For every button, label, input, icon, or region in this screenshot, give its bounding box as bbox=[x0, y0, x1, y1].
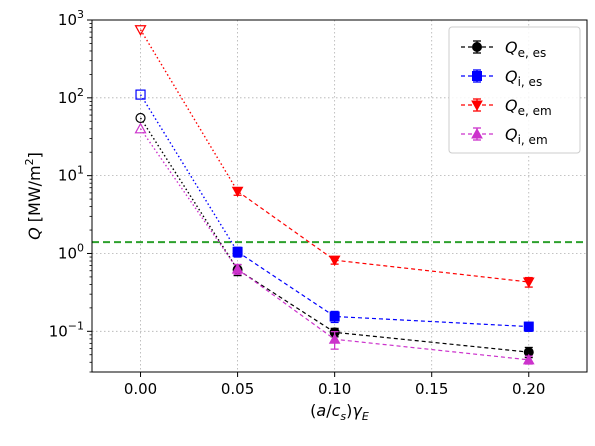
series-i--em bbox=[134, 122, 535, 365]
legend-item: Qe, em bbox=[461, 96, 552, 118]
data-point bbox=[522, 353, 535, 365]
y-axis-label: Q [MW/m2] bbox=[23, 152, 44, 240]
series-dotted-segment bbox=[139, 29, 239, 192]
data-point bbox=[231, 186, 244, 198]
legend-item: Qi, es bbox=[461, 67, 542, 89]
x-tick-label: 0.15 bbox=[415, 380, 448, 398]
series-i--es bbox=[135, 89, 534, 332]
data-point bbox=[328, 255, 341, 267]
x-tick-label: 0.10 bbox=[318, 380, 351, 398]
legend-item: Qe, es bbox=[461, 38, 546, 60]
x-tick-label: 0.00 bbox=[124, 380, 157, 398]
legend-label: Qe, es bbox=[505, 38, 546, 60]
data-point bbox=[135, 89, 146, 100]
data-point bbox=[232, 246, 243, 257]
legend-marker bbox=[471, 100, 483, 112]
legend-marker bbox=[472, 71, 482, 81]
legend-marker bbox=[472, 42, 482, 52]
legend-item: Qi, em bbox=[461, 125, 548, 147]
y-tick-label: 102 bbox=[58, 86, 84, 107]
data-point bbox=[328, 333, 341, 344]
legend-marker bbox=[471, 127, 483, 139]
series-layer bbox=[134, 25, 535, 365]
plot-frame bbox=[91, 19, 588, 373]
y-tick-label: 10−1 bbox=[49, 319, 84, 340]
legend-label: Qi, es bbox=[505, 67, 542, 89]
legend-box bbox=[448, 26, 581, 154]
y-tick-label: 100 bbox=[58, 241, 84, 262]
data-point bbox=[134, 122, 147, 134]
x-tick-label: 0.20 bbox=[512, 380, 545, 398]
y-tick-label: 101 bbox=[58, 164, 84, 185]
x-axis-label: (a/cs)γE bbox=[310, 401, 369, 423]
series-dotted-segment bbox=[139, 94, 239, 253]
series-dotted-segment bbox=[139, 128, 239, 270]
data-point bbox=[134, 25, 147, 36]
data-point bbox=[522, 277, 535, 289]
data-point bbox=[231, 263, 244, 274]
x-tick-label: 0.05 bbox=[221, 380, 254, 398]
data-point bbox=[329, 311, 340, 322]
axis-labels: (a/cs)γE Q [MW/m2] bbox=[23, 152, 369, 423]
series-e--em bbox=[134, 25, 535, 289]
legend: Qe, es Qi, es Qe, em Qi, em bbox=[448, 26, 581, 154]
axis-ticks: 0.00 0.05 0.10 0.15 0.20 10−1 100 101 102 103 bbox=[49, 8, 546, 398]
legend-label: Qi, em bbox=[505, 125, 548, 147]
y-tick-label: 103 bbox=[58, 8, 84, 29]
series-line bbox=[237, 251, 529, 328]
data-point bbox=[523, 321, 534, 332]
legend-label: Qe, em bbox=[505, 96, 552, 118]
data-point bbox=[135, 112, 146, 124]
